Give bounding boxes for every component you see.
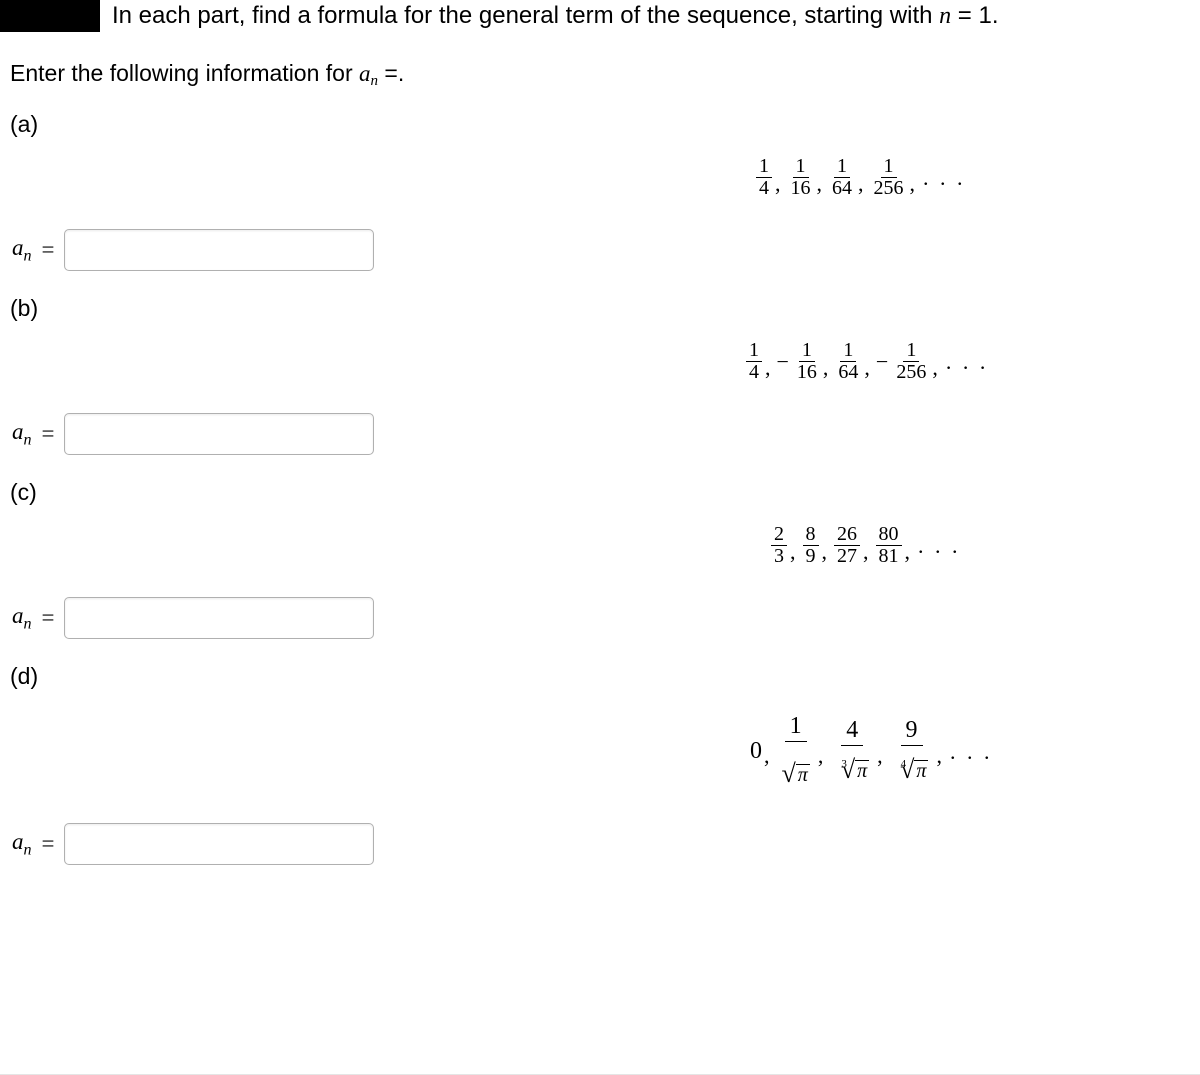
frac: 14 — [756, 156, 772, 199]
sequence-c: 23, 89, 2627, 8081, . . . — [10, 524, 1200, 567]
part-d-label: (d) — [10, 663, 1200, 690]
an-symbol: an — [359, 61, 378, 87]
frac: 116 — [788, 156, 814, 199]
frac: 8081 — [876, 524, 902, 567]
an-label: an — [12, 829, 32, 860]
answer-row-c: an = — [10, 597, 1200, 639]
frac: 1256 — [871, 156, 907, 199]
sequence-a: 14, 116, 164, 1256, . . . — [10, 156, 1200, 199]
var-n: n — [939, 3, 951, 29]
comma: , — [908, 171, 922, 197]
minus: − — [876, 349, 892, 375]
comma: , — [861, 539, 875, 565]
root: 3√π — [835, 757, 869, 783]
answer-input-c[interactable] — [64, 597, 374, 639]
comma: , — [862, 355, 876, 381]
part-a: (a) 14, 116, 164, 1256, . . . an = — [0, 87, 1200, 271]
answer-input-b[interactable] — [64, 413, 374, 455]
ellipsis: . . . — [916, 533, 961, 559]
frac: 23 — [771, 524, 787, 567]
answer-row-a: an = — [10, 229, 1200, 271]
comma: , — [773, 171, 787, 197]
frac: 14 — [746, 340, 762, 383]
frac: 116 — [794, 340, 820, 383]
instruction-suffix: = 1. — [951, 2, 998, 29]
ellipsis: . . . — [921, 165, 966, 191]
comma: , — [934, 743, 948, 769]
frac: 164 — [829, 156, 855, 199]
comma: , — [930, 355, 944, 381]
an-label: an — [12, 603, 32, 634]
part-c: (c) 23, 89, 2627, 8081, . . . an = — [0, 455, 1200, 639]
answer-row-b: an = — [10, 413, 1200, 455]
zero: 0 — [750, 738, 762, 765]
sub-suffix: =. — [378, 60, 404, 86]
comma: , — [788, 539, 802, 565]
ellipsis: . . . — [948, 739, 993, 765]
answer-input-a[interactable] — [64, 229, 374, 271]
part-a-label: (a) — [10, 111, 1200, 138]
comma: , — [762, 743, 776, 769]
root: √π — [782, 761, 810, 787]
root: 4√π — [895, 757, 929, 783]
comma: , — [903, 539, 917, 565]
header-row: In each part, find a formula for the gen… — [0, 0, 1200, 32]
frac: 164 — [835, 340, 861, 383]
frac: 1256 — [893, 340, 929, 383]
frac-root: 4 3√π — [830, 718, 874, 785]
part-b-label: (b) — [10, 295, 1200, 322]
comma: , — [820, 539, 834, 565]
comma: , — [875, 743, 889, 769]
equals: = — [42, 831, 55, 857]
comma: , — [821, 355, 835, 381]
comma: , — [856, 171, 870, 197]
answer-input-d[interactable] — [64, 823, 374, 865]
instruction-text: In each part, find a formula for the gen… — [112, 2, 939, 29]
comma: , — [816, 743, 830, 769]
sequence-b: 14, −116, 164, −1256, . . . — [10, 340, 1200, 383]
page: In each part, find a formula for the gen… — [0, 0, 1200, 1075]
frac-root: 1 √π — [777, 714, 815, 789]
frac: 2627 — [834, 524, 860, 567]
answer-row-d: an = — [10, 823, 1200, 865]
part-b: (b) 14, −116, 164, −1256, . . . an = — [0, 271, 1200, 455]
equals: = — [42, 237, 55, 263]
an-label: an — [12, 235, 32, 266]
ellipsis: . . . — [944, 349, 989, 375]
equals: = — [42, 421, 55, 447]
minus: − — [777, 349, 793, 375]
sub-prefix: Enter the following information for — [10, 60, 359, 86]
main-instruction: In each part, find a formula for the gen… — [100, 0, 999, 30]
frac-root: 9 4√π — [890, 718, 934, 785]
sequence-d: 0, 1 √π , 4 3√π , 9 4√π , . . . — [10, 714, 1200, 789]
frac: 89 — [803, 524, 819, 567]
redaction-box — [0, 0, 100, 32]
comma: , — [763, 355, 777, 381]
part-d: (d) 0, 1 √π , 4 3√π , 9 4√π , . . . an = — [0, 639, 1200, 865]
equals: = — [42, 605, 55, 631]
an-label: an — [12, 419, 32, 450]
part-c-label: (c) — [10, 479, 1200, 506]
comma: , — [815, 171, 829, 197]
sub-instruction: Enter the following information for an =… — [0, 32, 1200, 87]
